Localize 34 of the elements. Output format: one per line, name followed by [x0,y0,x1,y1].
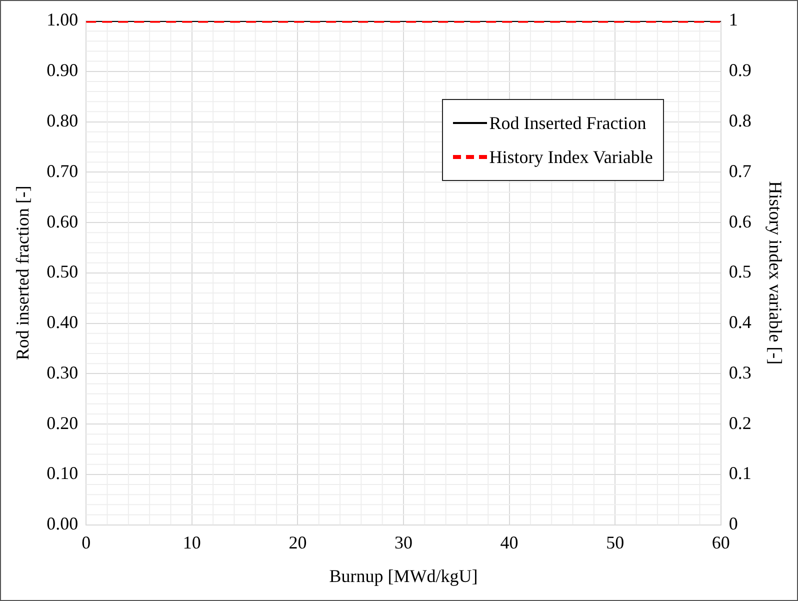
y2-tick-label: 0.6 [728,211,752,232]
y2-tick-label: 0.7 [728,160,752,181]
y-tick-label: 0.60 [46,211,78,232]
x-tick-label: 30 [394,532,412,552]
y-tick-label: 1.00 [46,10,78,30]
y-tick-label: 0.10 [46,463,78,484]
y2-tick-label: 0.5 [728,262,752,282]
y2-tick-label: 0.2 [728,412,752,433]
y2-tick-label: 1 [728,10,738,30]
legend-label: Rod Inserted Fraction [489,112,646,134]
x-tick-label: 0 [82,532,91,552]
x-tick-label: 50 [606,532,624,552]
x-axis-title: Burnup [MWd/kgU] [329,566,478,586]
x-tick-label: 10 [182,532,201,552]
y2-axis-title: History index variable [-] [765,181,786,365]
y-tick-label: 0.70 [46,160,78,181]
y-axis-title: Rod inserted fraction [-] [12,186,33,360]
y2-tick-label: 0.3 [728,362,752,382]
y-tick-label: 0.80 [46,110,78,130]
y2-tick-label: 0.8 [728,110,752,130]
legend-label: History Index Variable [489,146,653,168]
y2-tick-label: 0.1 [728,463,752,484]
y2-tick-label: 0.4 [728,312,752,332]
y2-tick-label: 0.9 [728,60,752,80]
x-tick-label: 20 [288,532,307,552]
x-tick-label: 60 [712,532,730,552]
y-tick-label: 0.20 [46,412,78,433]
y-tick-label: 0.50 [46,262,78,282]
y-tick-label: 0.00 [46,514,78,534]
x-tick-label: 40 [500,532,518,552]
y-tick-label: 0.90 [46,60,78,80]
y-tick-label: 0.30 [46,362,78,382]
y-tick-label: 0.40 [46,312,78,332]
y2-tick-label: 0 [728,514,738,534]
